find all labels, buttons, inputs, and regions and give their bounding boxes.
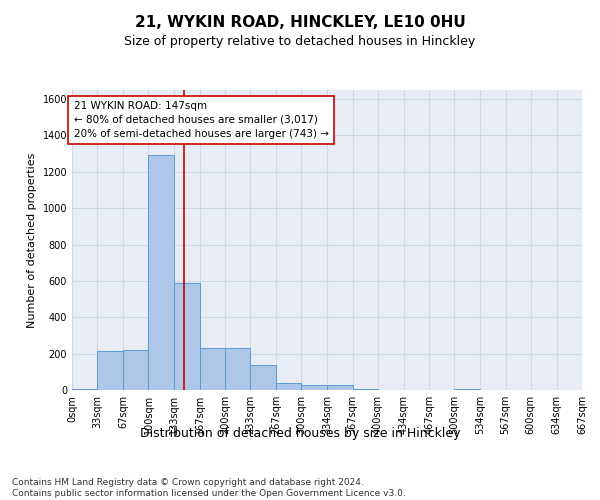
Bar xyxy=(200,348,225,390)
Text: 21 WYKIN ROAD: 147sqm
← 80% of detached houses are smaller (3,017)
20% of semi-d: 21 WYKIN ROAD: 147sqm ← 80% of detached … xyxy=(74,101,329,139)
Y-axis label: Number of detached properties: Number of detached properties xyxy=(27,152,37,328)
Text: Distribution of detached houses by size in Hinckley: Distribution of detached houses by size … xyxy=(140,428,460,440)
Bar xyxy=(250,366,276,390)
Bar xyxy=(353,389,378,390)
Bar xyxy=(72,389,97,390)
Text: Contains HM Land Registry data © Crown copyright and database right 2024.
Contai: Contains HM Land Registry data © Crown c… xyxy=(12,478,406,498)
Bar xyxy=(276,382,301,390)
Text: Size of property relative to detached houses in Hinckley: Size of property relative to detached ho… xyxy=(124,35,476,48)
Bar xyxy=(454,389,481,390)
Bar xyxy=(97,351,123,390)
Bar xyxy=(225,348,250,390)
Bar xyxy=(173,282,200,390)
Text: 21, WYKIN ROAD, HINCKLEY, LE10 0HU: 21, WYKIN ROAD, HINCKLEY, LE10 0HU xyxy=(134,15,466,30)
Bar xyxy=(123,350,148,390)
Bar xyxy=(301,384,328,390)
Bar xyxy=(148,156,173,390)
Bar xyxy=(328,386,353,390)
